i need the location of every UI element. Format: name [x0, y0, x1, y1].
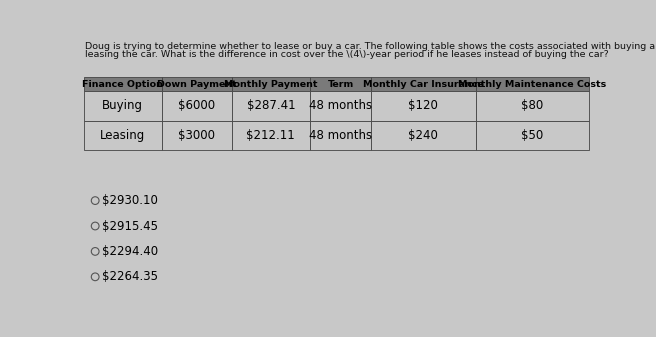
Text: Monthly Payment: Monthly Payment: [224, 80, 318, 89]
Text: Finance Option: Finance Option: [82, 80, 163, 89]
Text: $80: $80: [521, 99, 543, 113]
Bar: [83, 78, 162, 91]
Bar: [310, 121, 371, 150]
Text: $50: $50: [521, 129, 543, 142]
Bar: [83, 121, 162, 150]
Text: leasing the car. What is the difference in cost over the \(4\)-year period if he: leasing the car. What is the difference …: [85, 51, 609, 59]
Bar: [476, 78, 589, 91]
Text: Monthly Maintenance Costs: Monthly Maintenance Costs: [458, 80, 606, 89]
Text: $2930.10: $2930.10: [102, 194, 158, 207]
Text: Buying: Buying: [102, 99, 143, 113]
Text: $120: $120: [409, 99, 438, 113]
Text: 48 months: 48 months: [309, 129, 372, 142]
Text: $3000: $3000: [178, 129, 215, 142]
Text: $2264.35: $2264.35: [102, 270, 158, 283]
Bar: [476, 121, 589, 150]
Text: $240: $240: [409, 129, 438, 142]
Bar: [371, 91, 476, 121]
Bar: [162, 78, 232, 91]
Text: Doug is trying to determine whether to lease or buy a car. The following table s: Doug is trying to determine whether to l…: [85, 42, 656, 51]
Bar: [310, 91, 371, 121]
Bar: [162, 91, 232, 121]
Bar: [162, 121, 232, 150]
Bar: [232, 78, 310, 91]
Text: $6000: $6000: [178, 99, 215, 113]
Bar: [310, 78, 371, 91]
Text: $2294.40: $2294.40: [102, 245, 158, 258]
Text: Leasing: Leasing: [100, 129, 146, 142]
Text: $287.41: $287.41: [247, 99, 295, 113]
Text: Down Payment: Down Payment: [157, 80, 237, 89]
Bar: [232, 121, 310, 150]
Text: $2915.45: $2915.45: [102, 219, 158, 233]
Text: Monthly Car Insurance: Monthly Car Insurance: [363, 80, 483, 89]
Text: $212.11: $212.11: [247, 129, 295, 142]
Text: 48 months: 48 months: [309, 99, 372, 113]
Bar: [83, 91, 162, 121]
Bar: [371, 121, 476, 150]
Bar: [232, 91, 310, 121]
Text: Term: Term: [327, 80, 354, 89]
Bar: [371, 78, 476, 91]
Bar: [476, 91, 589, 121]
